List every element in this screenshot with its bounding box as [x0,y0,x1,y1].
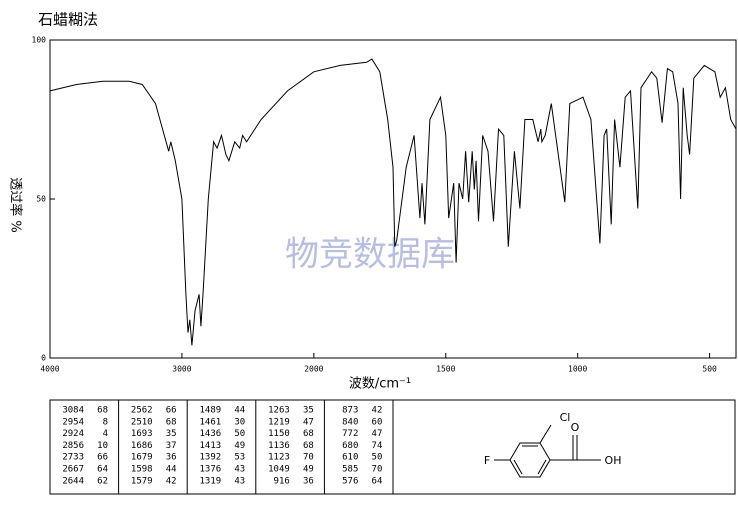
x-tick-label: 1000 [568,365,587,374]
wavenumber: 1150 [268,429,290,439]
wavenumber: 1436 [200,429,222,439]
plot-frame [49,39,737,359]
transmittance: 50 [372,453,383,463]
wavenumber: 1579 [131,476,153,486]
wavenumber: 1049 [268,465,290,475]
transmittance: 8 [103,417,108,427]
wavenumber: 1136 [268,441,290,451]
x-axis-label: 波数/cm⁻¹ [349,377,411,392]
transmittance: 64 [97,465,108,475]
transmittance: 62 [97,476,108,486]
transmittance: 66 [166,406,177,416]
wavenumber: 585 [342,465,358,475]
transmittance: 42 [166,476,177,486]
wavenumber: 2856 [62,441,84,451]
atom-label: O [571,421,580,434]
transmittance: 4 [103,429,108,439]
wavenumber: 3084 [62,406,84,416]
transmittance: 66 [97,453,108,463]
wavenumber: 1598 [131,465,153,475]
transmittance: 36 [166,453,177,463]
transmittance: 68 [166,417,177,427]
wavenumber: 680 [342,441,358,451]
wavenumber: 2510 [131,417,153,427]
transmittance: 68 [97,406,108,416]
transmittance: 44 [166,465,177,475]
transmittance: 42 [372,406,383,416]
wavenumber: 1693 [131,429,153,439]
transmittance: 47 [372,429,383,439]
wavenumber: 2733 [62,453,84,463]
wavenumber: 1123 [268,453,290,463]
transmittance: 49 [303,465,314,475]
wavenumber: 1376 [200,465,222,475]
y-axis-label: 透过率 % [8,177,24,233]
transmittance: 44 [234,406,245,416]
structure [494,424,601,478]
x-tick-label: 2000 [304,365,323,374]
x-tick-label: 3000 [172,365,191,374]
bond [537,459,547,475]
transmittance: 47 [303,417,314,427]
ring [509,442,551,478]
wavenumber: 1319 [200,476,222,486]
transmittance: 10 [97,441,108,451]
transmittance: 70 [372,465,383,475]
transmittance: 37 [166,441,177,451]
bond [513,459,523,475]
wavenumber: 1219 [268,417,290,427]
wavenumber: 610 [342,453,358,463]
wavenumber: 2924 [62,429,84,439]
wavenumber: 873 [342,406,358,416]
transmittance: 30 [234,417,245,427]
wavenumber: 1686 [131,441,153,451]
y-tick-label: 100 [32,36,47,45]
transmittance: 60 [372,417,383,427]
peak-table: 3084 68 2954 8 2924 4 2856 10 2733 66 2667 64 2644 62… [62,400,394,494]
transmittance: 64 [372,476,383,486]
transmittance: 43 [234,476,245,486]
transmittance: 35 [303,406,314,416]
wavenumber: 1679 [131,453,153,463]
y-tick-label: 0 [41,354,46,363]
transmittance: 43 [234,465,245,475]
atom-label: Cl [560,411,571,424]
spectrum-line [49,58,737,346]
y-tick-label: 50 [36,195,46,204]
wavenumber: 2667 [62,465,84,475]
wavenumber: 1489 [200,406,222,416]
wavenumber: 576 [342,476,358,486]
wavenumber: 916 [274,476,290,486]
wavenumber: 2562 [131,406,153,416]
bond [539,424,552,444]
x-tick-label: 4000 [40,365,59,374]
wavenumber: 2644 [62,476,84,486]
transmittance: 74 [372,441,383,451]
watermark: 物竞数据库 [285,235,455,275]
transmittance: 50 [234,429,245,439]
transmittance: 68 [303,429,314,439]
x-tick-label: 500 [702,365,717,374]
atom-label: F [484,454,490,467]
wavenumber: 840 [342,417,358,427]
wavenumber: 772 [342,429,358,439]
transmittance: 53 [234,453,245,463]
x-tick-label: 1500 [436,365,455,374]
transmittance: 68 [303,441,314,451]
transmittance: 35 [166,429,177,439]
atom-label: OH [605,454,622,467]
wavenumber: 2954 [62,417,84,427]
chart-title: 石蜡糊法 [38,11,98,29]
wavenumber: 1413 [200,441,222,451]
wavenumber: 1461 [200,417,222,427]
transmittance: 49 [234,441,245,451]
transmittance: 36 [303,476,314,486]
wavenumber: 1392 [200,453,222,463]
transmittance: 70 [303,453,314,463]
wavenumber: 1263 [268,406,290,416]
